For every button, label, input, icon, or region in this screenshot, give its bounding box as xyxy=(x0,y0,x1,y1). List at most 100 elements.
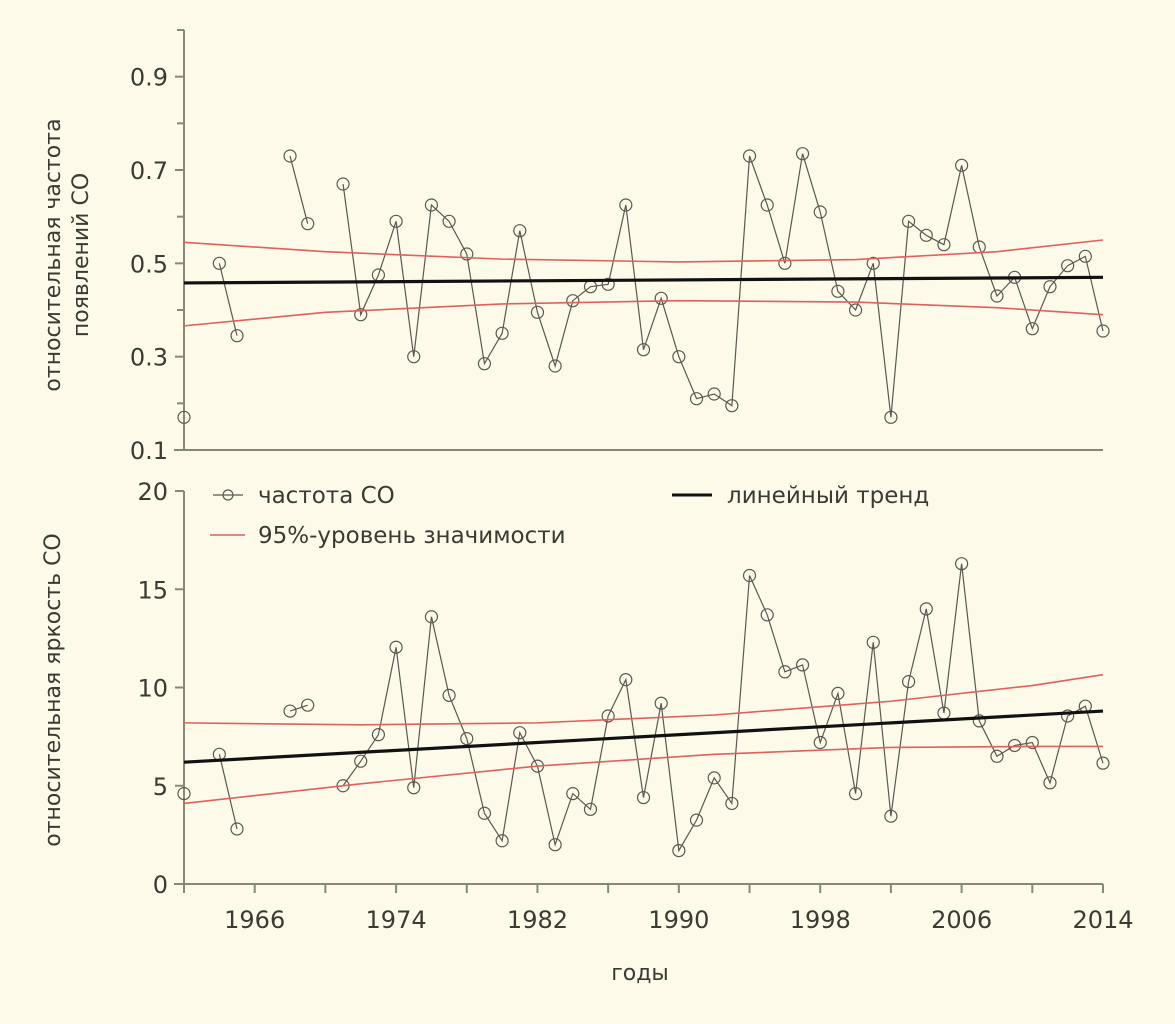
bottom-data-point xyxy=(990,749,1004,763)
bottom-ytick-label: 15 xyxy=(137,576,168,604)
top-data-point xyxy=(990,289,1004,303)
top-data-point xyxy=(212,256,226,270)
top-data-point xyxy=(901,214,916,228)
top-data-point xyxy=(955,158,969,172)
top-data-point xyxy=(601,277,615,291)
legend-trend-label: линейный тренд xyxy=(727,483,929,509)
bottom-data-point xyxy=(831,686,845,700)
top-data-point xyxy=(389,214,403,228)
top-data-point xyxy=(354,308,368,322)
top-data-point xyxy=(760,198,774,212)
top-data-point xyxy=(513,224,527,238)
top-data-point xyxy=(619,198,633,212)
top-frequency-line xyxy=(289,155,309,224)
top-data-point xyxy=(1061,259,1075,273)
bottom-data-point xyxy=(548,838,562,852)
top-ylabel-line2: появлений СО xyxy=(69,173,94,337)
top-data-point xyxy=(424,198,439,212)
top-data-point xyxy=(336,177,350,191)
top-frequency-line xyxy=(218,263,238,336)
top-significance-line xyxy=(183,299,1104,327)
legend-item-frequency: частота СО xyxy=(213,483,395,509)
bottom-data-point xyxy=(813,735,827,750)
bottom-data-point xyxy=(1096,756,1110,770)
top-data-point xyxy=(884,410,898,424)
top-data-point xyxy=(407,350,421,364)
top-ytick-label: 0.9 xyxy=(130,64,168,92)
top-data-point xyxy=(742,149,757,163)
bottom-data-point xyxy=(707,771,721,785)
top-data-point xyxy=(1025,322,1039,336)
top-data-point xyxy=(848,303,863,317)
top-data-point xyxy=(707,387,721,401)
bottom-data-point xyxy=(654,696,668,710)
bottom-ytick-label: 10 xyxy=(137,675,168,703)
x-axis-title: годы xyxy=(611,961,669,986)
legend-item-significance: 95%-уровень значимости xyxy=(210,523,566,549)
top-panel: 0.1 0.3 0.5 0.7 0.9 xyxy=(130,29,1110,465)
top-data-point xyxy=(283,149,297,163)
top-data-point xyxy=(919,228,933,242)
xtick-label: 1974 xyxy=(366,906,427,934)
top-data-point xyxy=(566,294,580,308)
bottom-data-point xyxy=(566,787,580,801)
top-data-point xyxy=(177,410,191,424)
bottom-trend-line xyxy=(183,709,1104,764)
top-frequency-line xyxy=(342,153,1104,418)
bottom-data-point xyxy=(919,602,933,616)
top-data-point xyxy=(530,305,545,319)
top-ylabel-line1: относительная частота xyxy=(41,118,66,391)
bottom-data-point xyxy=(901,675,916,689)
bottom-data-point xyxy=(725,796,739,811)
top-ytick-label: 0.7 xyxy=(130,157,168,185)
top-ytick-label: 0.1 xyxy=(130,437,168,465)
bottom-data-point xyxy=(301,698,315,712)
top-ytick-label: 0.5 xyxy=(130,250,168,278)
bottom-data-point xyxy=(1043,776,1057,790)
bottom-panel: 0 5 10 15 20 1966 1974 1982 1990 1998 2006 2014 xyxy=(137,478,1133,934)
top-data-point xyxy=(725,399,739,413)
xtick-label: 1990 xyxy=(648,906,709,934)
xtick-label: 1966 xyxy=(224,906,285,934)
top-data-point xyxy=(672,350,686,364)
bottom-data-point xyxy=(442,688,456,702)
top-data-point xyxy=(1043,280,1057,294)
top-ytick-label: 0.3 xyxy=(130,344,168,372)
bottom-data-point xyxy=(866,635,880,649)
top-data-point xyxy=(442,214,456,228)
xtick-label: 2006 xyxy=(931,906,992,934)
bottom-data-point xyxy=(583,802,598,816)
legend: частота СО линейный тренд 95%-уровень зн… xyxy=(210,483,929,549)
bottom-data-point xyxy=(848,787,863,801)
bottom-data-point xyxy=(354,754,368,768)
top-data-point xyxy=(548,359,562,373)
top-data-point xyxy=(460,247,474,261)
bottom-significance-line xyxy=(183,745,1103,805)
xtick-label: 1982 xyxy=(507,906,568,934)
top-data-point xyxy=(495,326,509,340)
xtick-label: 2014 xyxy=(1072,906,1133,934)
top-trend-line xyxy=(183,275,1104,285)
xtick-label: 1998 xyxy=(790,906,851,934)
bottom-frequency-line xyxy=(342,563,1104,853)
bottom-data-point xyxy=(778,665,792,679)
bottom-data-point xyxy=(389,640,403,654)
top-data-point xyxy=(831,284,845,298)
bottom-frequency-line xyxy=(289,704,308,712)
top-data-point xyxy=(1096,324,1110,338)
bottom-data-point xyxy=(477,806,492,820)
top-data-point xyxy=(795,147,810,161)
top-data-point xyxy=(813,205,827,219)
top-data-point xyxy=(689,392,704,406)
top-data-point xyxy=(1078,249,1092,263)
bottom-data-point xyxy=(955,557,969,571)
bottom-data-point xyxy=(742,568,757,583)
bottom-ytick-label: 0 xyxy=(153,871,168,899)
bottom-data-point xyxy=(636,790,651,805)
top-data-point xyxy=(654,291,668,305)
bottom-data-point xyxy=(760,608,774,622)
top-data-point xyxy=(477,357,492,371)
bottom-data-point xyxy=(424,610,439,624)
legend-significance-label: 95%-уровень значимости xyxy=(258,523,566,549)
